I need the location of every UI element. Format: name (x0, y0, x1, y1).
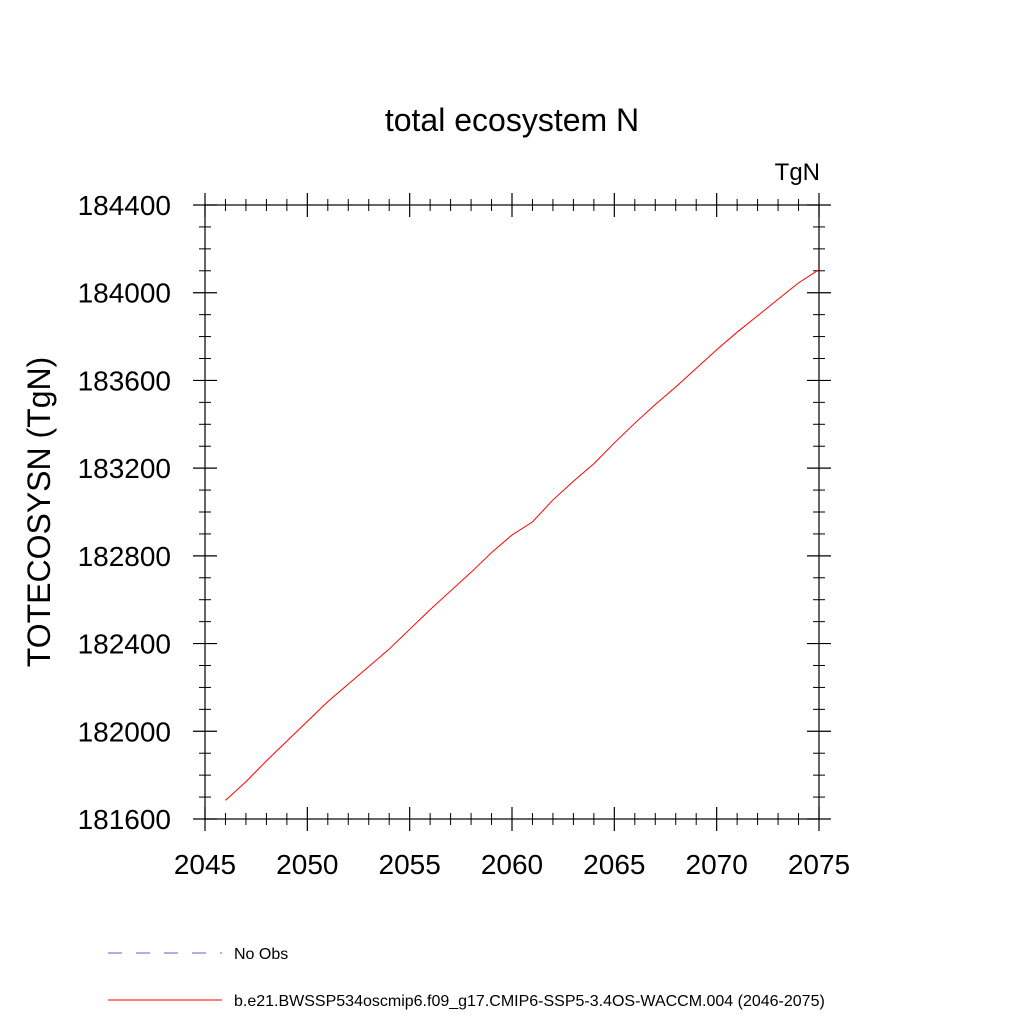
legend-label: No Obs (234, 946, 288, 963)
y-tick-label: 183200 (78, 453, 171, 484)
x-tick-label: 2070 (686, 849, 748, 880)
y-tick-label: 182000 (78, 716, 171, 747)
y-tick-label: 184400 (78, 190, 171, 221)
y-tick-label: 183600 (78, 365, 171, 396)
y-tick-label: 182400 (78, 629, 171, 660)
y-tick-label: 184000 (78, 278, 171, 309)
x-tick-label: 2050 (276, 849, 338, 880)
axis-ticks (193, 193, 831, 831)
series-line (225, 269, 820, 801)
legend: No Obs b.e21.BWSSP534oscmip6.f09_g17.CMIP… (108, 946, 825, 1010)
units-label: TgN (775, 159, 820, 186)
y-tick-label: 182800 (78, 541, 171, 572)
y-tick-label: 181600 (78, 804, 171, 835)
x-tick-label: 2060 (481, 849, 543, 880)
y-axis-label: TOTECOSYSN (TgN) (21, 357, 57, 668)
chart-title: total ecosystem N (385, 102, 639, 138)
x-tick-label: 2045 (174, 849, 236, 880)
series-lines (225, 269, 820, 801)
plot-frame (204, 204, 820, 820)
legend-label: b.e21.BWSSP534oscmip6.f09_g17.CMIP6-SSP5… (234, 993, 825, 1010)
axis-tick-labels: 2045 2050 2055 2060 2065 2070 2075 181600 182000… (78, 190, 851, 880)
x-tick-label: 2075 (788, 849, 850, 880)
x-tick-label: 2065 (583, 849, 645, 880)
x-tick-label: 2055 (379, 849, 441, 880)
